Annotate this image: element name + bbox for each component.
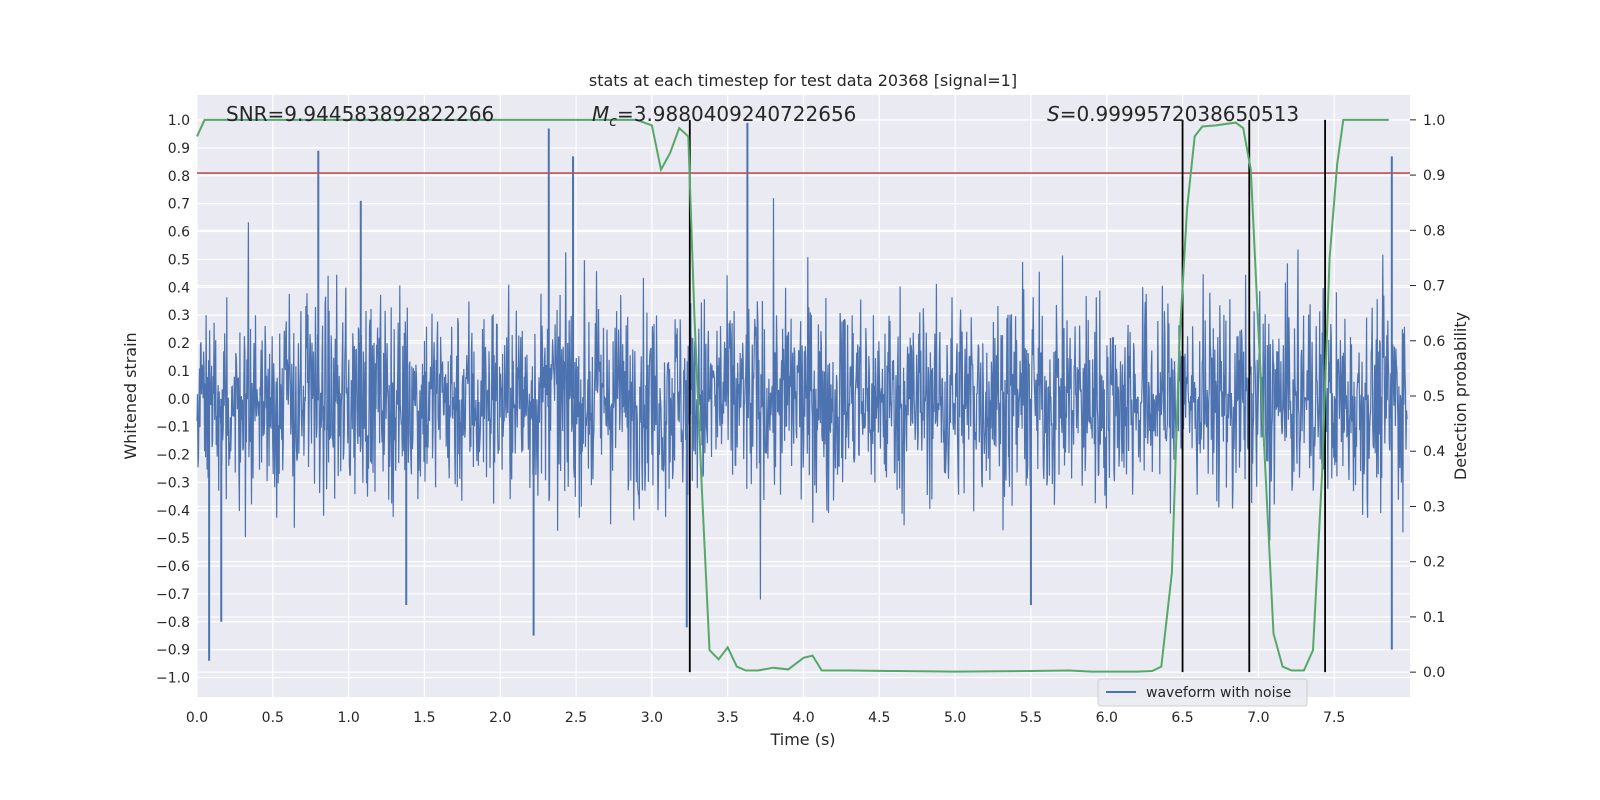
x-tick-label: 7.5 [1323,710,1345,726]
x-tick-label: 2.0 [489,710,511,726]
x-tick-label: 6.0 [1096,710,1118,726]
y2-tick-label: 0.2 [1423,555,1445,571]
x-tick-label: 2.5 [565,710,587,726]
score-value: =0.9999572038650513 [1060,102,1299,126]
x-axis-label: Time (s) [769,730,835,749]
probability-series [196,118,1389,673]
y2-tick-label: 0.6 [1423,334,1445,350]
y-tick-label: −0.8 [156,615,190,631]
y2-tick-label: 0.3 [1423,499,1445,515]
y-tick-label: 0.7 [168,197,190,213]
legend-label: waveform with noise [1146,685,1291,701]
y2-tick-label: 1.0 [1423,113,1445,129]
y2-tick-label: 0.1 [1423,610,1445,626]
y2-tick-label: 0.4 [1423,444,1445,460]
legend-box [1097,678,1308,707]
y-tick-label: 0.6 [168,225,190,241]
probability-line [196,118,1389,673]
y-tick-label: 0.3 [168,308,190,324]
legend: waveform with noise [1097,678,1308,707]
x-tick-label: 1.5 [413,710,435,726]
chirp-mass-symbol: M [592,102,609,126]
snr-annotation: SNR=9.944583892822266 [226,102,494,126]
chart-title: stats at each timestep for test data 203… [589,71,1017,90]
x-tick-label: 0.5 [262,710,284,726]
x-tick-label: 3.0 [641,710,663,726]
y2-tick-label: 0.9 [1423,168,1445,184]
y2-tick-label: 0.0 [1423,665,1445,681]
y2-tick-labels: 1.0 0.9 0.8 0.7 0.6 0.5 0.4 0.3 0.2 0.1 0.0 [1410,113,1445,681]
x-tick-label: 5.5 [1020,710,1042,726]
chirp-mass-subscript: c [609,114,617,130]
x-tick-label: 7.0 [1247,710,1269,726]
x-tick-label: 1.0 [337,710,359,726]
x-tick-labels: 0.0 0.5 1.0 1.5 2.0 2.5 3.0 3.5 4.0 4.5 5.0 5.5 6.0 6… [186,710,1345,726]
y-tick-label: 1.0 [168,113,190,129]
score-annotation: S=0.9999572038650513 [1047,102,1299,126]
y-tick-labels: 1.0 0.9 0.8 0.7 0.6 0.5 0.4 0.3 0.2 0.1 0.0 −0.1 −0.… [156,113,190,686]
y-tick-label: −0.2 [156,448,190,464]
waveform-trace [196,198,1408,600]
chirp-mass-value: =3.9880409240722656 [617,102,856,126]
y-tick-label: −0.7 [156,587,190,603]
y-tick-label: 0.2 [168,336,190,352]
y2-tick-label: 0.5 [1423,389,1445,405]
y-tick-label: −0.6 [156,559,190,575]
y-tick-label: 0.5 [168,252,190,268]
y-tick-label: −1.0 [156,670,190,686]
x-tick-label: 4.5 [868,710,890,726]
waveform-series [196,122,1408,661]
y2-axis-label: Detection probability [1451,312,1470,480]
y-tick-label: 0.4 [168,280,190,296]
x-tick-label: 5.0 [944,710,966,726]
y-tick-label: −0.5 [156,531,190,547]
y-tick-label: 0.9 [168,141,190,157]
y-axis-label: Whitened strain [121,332,140,459]
y2-tick-label: 0.7 [1423,279,1445,295]
x-tick-label: 6.5 [1171,710,1193,726]
score-symbol: S [1047,102,1060,126]
y-tick-label: 0.1 [168,364,190,380]
y-tick-label: −0.9 [156,643,190,659]
y-tick-label: −0.3 [156,475,190,491]
x-tick-label: 3.5 [717,710,739,726]
x-tick-label: 0.0 [186,710,208,726]
chirp-mass-annotation: Mc=3.9880409240722656 [592,102,856,130]
y-tick-label: 0.0 [168,392,190,408]
y-tick-label: 0.8 [168,169,190,185]
x-tick-label: 4.0 [792,710,814,726]
y-tick-label: −0.4 [156,503,190,519]
y2-tick-label: 0.8 [1423,223,1445,239]
y-tick-label: −0.1 [156,420,190,436]
